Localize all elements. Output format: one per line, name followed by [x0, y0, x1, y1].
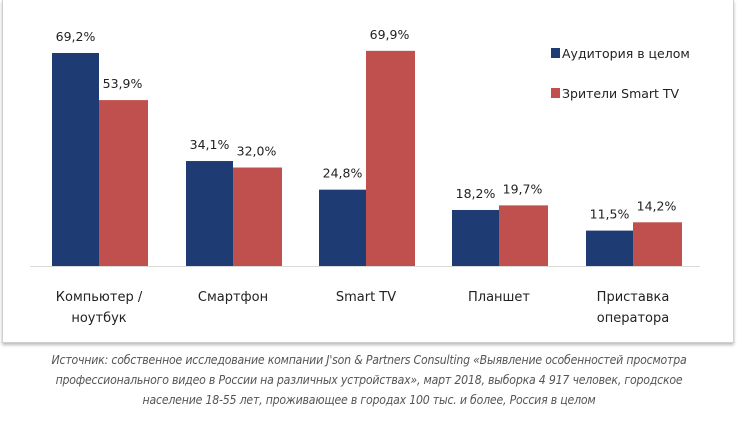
data-label: 24,8% — [323, 166, 363, 181]
bar-total — [586, 230, 633, 266]
category-label: Smart TV — [336, 290, 396, 305]
bar-smart-tv — [99, 100, 148, 266]
category-label: ноутбук — [71, 311, 126, 326]
bar-smart-tv — [233, 167, 282, 266]
bar-smart-tv — [633, 222, 682, 266]
category-label: Планшет — [468, 290, 530, 305]
data-label: 14,2% — [637, 198, 677, 213]
bar-total — [186, 161, 233, 266]
category-label: Приставка — [597, 290, 670, 305]
data-label: 69,2% — [56, 29, 96, 44]
bar-smart-tv — [366, 50, 415, 267]
bar-total — [452, 209, 499, 266]
source-line: профессионального видео в России на разл… — [55, 373, 683, 387]
bar-total — [319, 189, 366, 266]
legend-label: Зрители Smart TV — [562, 86, 680, 101]
bar-chart: 69,2% 53,9% Компьютер / ноутбук 34,1% 32,0% См… — [30, 27, 700, 326]
source-note: Источник: собственное исследование компа… — [0, 350, 738, 410]
data-label: 11,5% — [590, 207, 630, 222]
bar-total — [52, 53, 99, 266]
source-line: Источник: собственное исследование компа… — [51, 353, 687, 367]
legend-swatch — [551, 88, 560, 98]
category-label: оператора — [597, 311, 669, 326]
data-label: 53,9% — [103, 76, 143, 91]
data-label: 18,2% — [456, 186, 496, 201]
data-label: 34,1% — [190, 137, 230, 152]
category-label: Смартфон — [198, 290, 268, 305]
legend-label: Аудитория в целом — [562, 46, 690, 61]
data-label: 32,0% — [237, 144, 277, 159]
data-label: 19,7% — [503, 181, 543, 196]
data-label: 69,9% — [370, 27, 410, 42]
bar-smart-tv — [499, 205, 548, 266]
source-line: население 18-55 лет, проживающее в город… — [142, 393, 596, 407]
category-label: Компьютер / — [56, 290, 143, 305]
legend-swatch — [551, 48, 560, 58]
